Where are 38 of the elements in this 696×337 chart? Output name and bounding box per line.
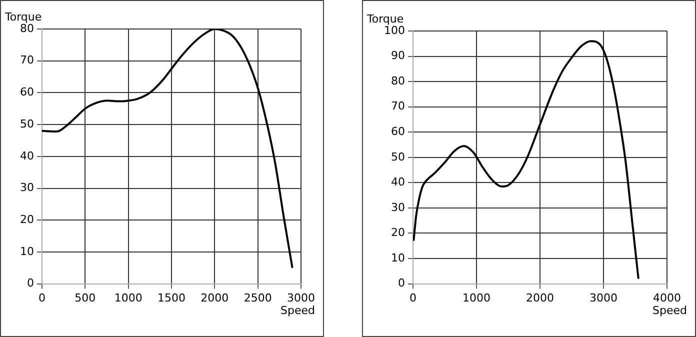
y-tick-label: 30 bbox=[20, 181, 34, 194]
x-tick-label: 1000 bbox=[462, 291, 490, 304]
x-tick-label: 1500 bbox=[158, 291, 186, 304]
y-tick-label: 0 bbox=[26, 276, 34, 290]
y-tick-label: 40 bbox=[390, 176, 405, 189]
y-tick-label: 60 bbox=[20, 86, 34, 99]
y-tick-label: 80 bbox=[390, 74, 405, 88]
x-axis-title: Speed bbox=[652, 304, 687, 318]
y-tick-label: 10 bbox=[390, 251, 405, 264]
x-tick-label: 2000 bbox=[526, 291, 554, 304]
y-tick-label: 90 bbox=[390, 49, 405, 62]
y-tick-label: 50 bbox=[390, 150, 405, 164]
x-tick-label: 3000 bbox=[590, 291, 618, 304]
y-tick-label: 0 bbox=[398, 276, 405, 290]
y-tick-label: 20 bbox=[390, 226, 405, 240]
y-axis-title: Torque bbox=[4, 10, 42, 24]
y-tick-label: 10 bbox=[20, 244, 34, 258]
y-axis-title: Torque bbox=[366, 12, 404, 26]
y-tick-label: 80 bbox=[20, 22, 34, 35]
y-tick-label: 70 bbox=[390, 100, 405, 113]
x-tick-label: 0 bbox=[38, 291, 46, 304]
y-tick-label: 70 bbox=[20, 54, 34, 67]
line-series bbox=[42, 29, 294, 269]
x-axis-title: Speed bbox=[280, 304, 315, 318]
x-tick-label: 4000 bbox=[653, 291, 681, 304]
y-tick-label: 30 bbox=[390, 200, 405, 214]
x-tick-label: 0 bbox=[409, 291, 416, 304]
y-tick-label: 20 bbox=[20, 212, 34, 226]
x-tick-label: 2500 bbox=[244, 291, 272, 304]
y-tick-label: 60 bbox=[390, 124, 405, 138]
y-tick-label: 100 bbox=[384, 24, 405, 37]
y-tick-label: 40 bbox=[20, 149, 34, 162]
line-series bbox=[412, 40, 640, 280]
x-tick-label: 500 bbox=[74, 291, 96, 304]
x-tick-label: 1000 bbox=[114, 291, 142, 304]
y-tick-label: 50 bbox=[20, 117, 34, 130]
x-tick-label: 3000 bbox=[287, 291, 315, 304]
x-tick-label: 2000 bbox=[200, 291, 229, 304]
